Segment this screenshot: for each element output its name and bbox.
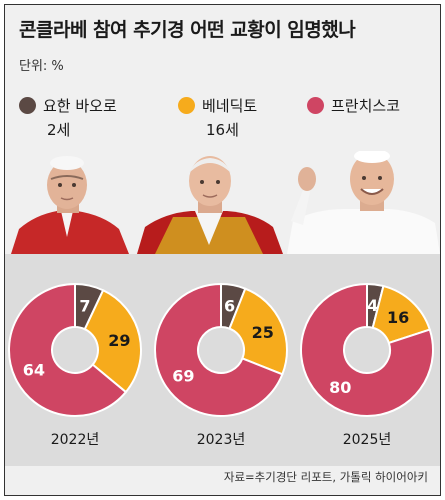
donut-charts: 7 29 64 2022년 6 25 69 2023년 4 16 80 2025년 (8, 282, 434, 448)
donut-slice-2022년-francis (8, 282, 128, 417)
popes-photo-strip (5, 151, 440, 254)
legend-label-john-paul: 요한 바오로 (43, 97, 117, 115)
donut-value-label-2023년-francis: 69 (172, 367, 194, 386)
donut-charts-panel: 7 29 64 2022년 6 25 69 2023년 4 16 80 2025년 (5, 254, 440, 466)
donut-slice-2025년-francis (300, 282, 434, 417)
donut-value-label-2022년-john-paul: 7 (79, 297, 90, 316)
chart-title: 콘클라베 참여 추기경 어떤 교황이 임명했나 (19, 19, 356, 41)
donut-value-label-2023년-john-paul: 6 (224, 296, 235, 315)
pope-benedict-xvi-photo (137, 156, 283, 254)
donut-year-label-2022년: 2022년 (51, 432, 100, 448)
legend-label-benedict: 베네딕토 (202, 97, 258, 115)
legend-item-francis: 프란치스코 (307, 95, 400, 116)
source-note: 자료=추기경단 리포트, 가톨릭 하이어아키 (223, 470, 428, 484)
donut-slice-2022년-benedict (83, 288, 142, 394)
pope-francis-photo (287, 151, 440, 254)
legend-swatch-benedict (178, 97, 195, 114)
legend-item-john-paul: 요한 바오로 2세 (19, 95, 117, 140)
donut-value-label-2025년-benedict: 16 (387, 308, 409, 327)
donut-year-label-2023년: 2023년 (197, 432, 246, 448)
legend-swatch-francis (307, 97, 324, 114)
donut-slice-2023년-francis (154, 282, 284, 417)
legend-sublabel-benedict: 16세 (206, 121, 239, 139)
donut-slice-2023년-benedict (228, 287, 288, 376)
donut-value-label-2023년-benedict: 25 (252, 323, 274, 342)
donut-value-label-2025년-francis: 80 (329, 378, 351, 397)
donut-value-label-2022년-benedict: 29 (108, 331, 130, 350)
infographic-frame: 콘클라베 참여 추기경 어떤 교황이 임명했나 단위: % 요한 바오로 2세 … (4, 4, 441, 496)
legend-item-benedict: 베네딕토 16세 (178, 95, 257, 140)
donut-year-label-2025년: 2025년 (343, 432, 392, 448)
donut-value-label-2022년-francis: 64 (23, 360, 45, 379)
legend-swatch-john-paul (19, 97, 36, 114)
legend-label-francis: 프란치스코 (331, 97, 401, 115)
legend-sublabel-john-paul: 2세 (47, 121, 71, 139)
pope-john-paul-ii-photo (11, 156, 129, 254)
donut-value-label-2025년-john-paul: 4 (367, 296, 378, 315)
unit-label: 단위: % (19, 59, 64, 74)
